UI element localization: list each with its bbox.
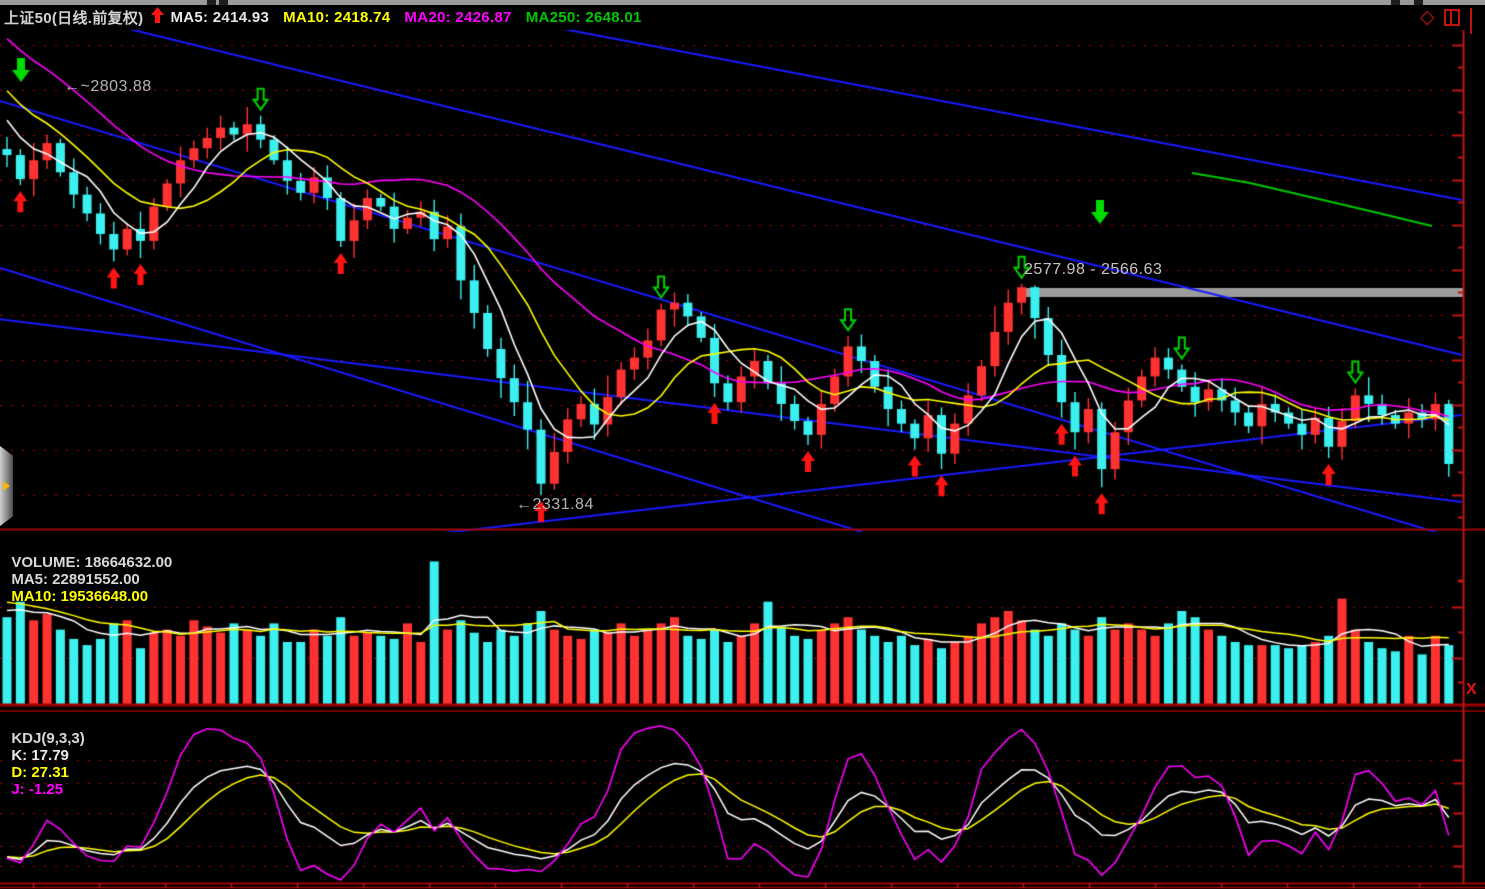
j-readout: J: -1.25 [11, 781, 64, 798]
close-x-button[interactable]: X [1466, 681, 1477, 698]
window-divider-bar [1470, 8, 1472, 34]
window-split-icon[interactable] [1443, 9, 1460, 26]
window-controls: ◇ [1420, 7, 1460, 28]
diamond-icon[interactable]: ◇ [1420, 7, 1435, 28]
kdj-param-label: KDJ(9,3,3) [11, 730, 85, 747]
panel-collapse-tab[interactable] [0, 446, 13, 526]
volume-ma5-readout: MA5: 22891552.00 [11, 571, 140, 588]
ma250-readout: MA250: 2648.01 [525, 8, 642, 26]
volume-ma10-readout: MA10: 19536648.00 [11, 588, 149, 605]
kdj-label-row: KDJ(9,3,3) K: 17.79 D: 27.31 J: -1.25 [3, 713, 94, 798]
volume-readout: VOLUME: 18664632.00 [11, 554, 173, 571]
expand-arrow-icon [3, 481, 10, 491]
k-readout: K: 17.79 [11, 747, 69, 764]
period-high-label: ←~2803.88 [64, 78, 152, 95]
ma10-readout: MA10: 2418.74 [283, 8, 391, 26]
page-title: 上证50(日线.前复权) [4, 9, 144, 27]
volume-label-row: VOLUME: 18664632.00 MA5: 22891552.00 MA1… [3, 537, 181, 605]
ma5-readout: MA5: 2414.93 [170, 8, 270, 26]
indicator-header-bar: 上证50(日线.前复权) MA5: 2414.93 MA10: 2418.74 … [0, 6, 1485, 28]
period-low-label: ←2331.84 [516, 496, 594, 513]
ma20-readout: MA20: 2426.87 [404, 8, 512, 26]
trend-up-arrow-icon [151, 7, 165, 27]
d-readout: D: 27.31 [11, 764, 69, 781]
range-tag-label: 2577.98 - 2566.63 [1024, 261, 1163, 278]
